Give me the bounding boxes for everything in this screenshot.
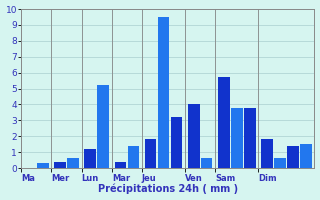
Bar xyxy=(201,158,212,168)
Bar xyxy=(244,108,256,168)
Bar xyxy=(37,163,49,168)
Bar xyxy=(127,146,139,168)
Bar xyxy=(231,108,243,168)
Bar xyxy=(67,158,79,168)
Bar xyxy=(97,85,109,168)
Bar xyxy=(54,162,66,168)
Bar xyxy=(171,117,182,168)
Bar xyxy=(145,139,156,168)
Bar xyxy=(115,162,126,168)
Bar xyxy=(274,158,286,168)
Bar xyxy=(261,139,273,168)
Bar xyxy=(287,146,299,168)
Bar xyxy=(188,104,200,168)
Bar xyxy=(300,144,312,168)
Bar xyxy=(158,17,169,168)
Bar xyxy=(84,149,96,168)
Bar xyxy=(218,77,230,168)
X-axis label: Précipitations 24h ( mm ): Précipitations 24h ( mm ) xyxy=(98,184,238,194)
